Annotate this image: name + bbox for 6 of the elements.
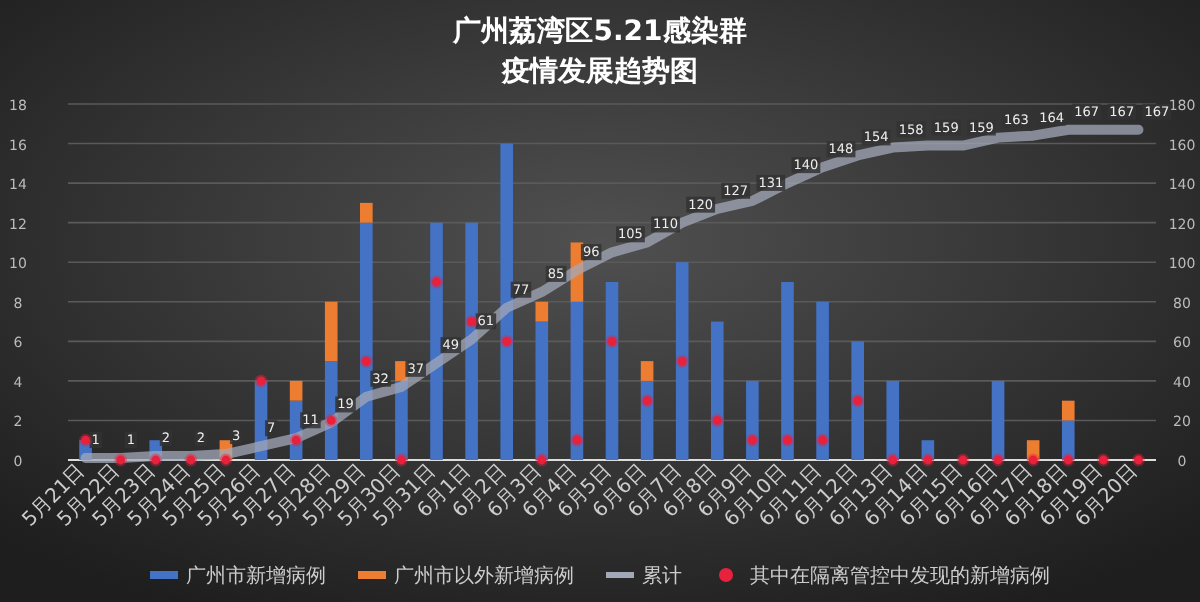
legend-label: 其中在隔离管控中发现的新增病例	[750, 564, 1050, 588]
chart-subtitle: 疫情发展趋势图	[500, 54, 698, 88]
legend-label: 累计	[642, 564, 682, 588]
legend-label: 广州市新增病例	[186, 564, 326, 588]
legend-label: 广州市以外新增病例	[394, 564, 574, 588]
chart-title: 广州荔湾区5.21感染群	[451, 14, 747, 48]
